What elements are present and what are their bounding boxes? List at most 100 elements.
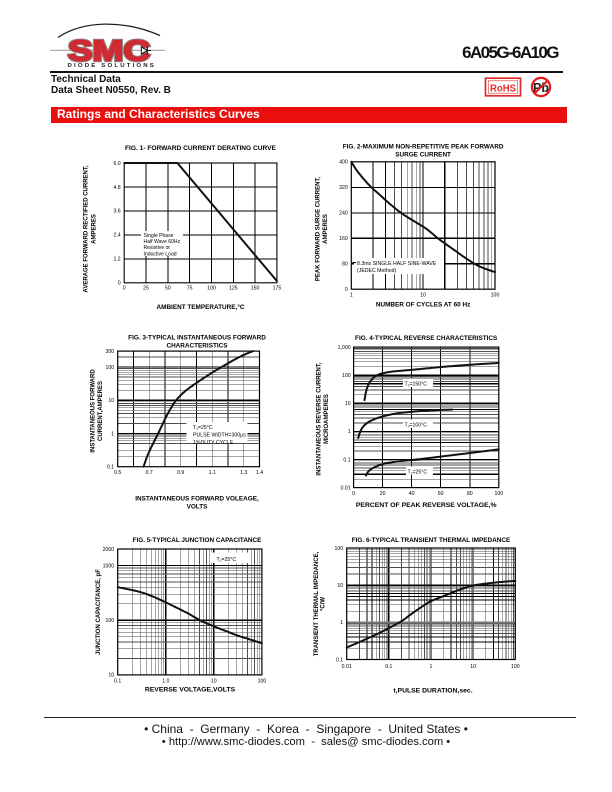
svg-text:300: 300: [106, 349, 115, 355]
svg-text:INSTANTANEOUS REVERSE CURRENT,: INSTANTANEOUS REVERSE CURRENT,: [317, 362, 323, 475]
svg-text:Half Wave 60Hz: Half Wave 60Hz: [144, 239, 181, 245]
svg-text:100: 100: [494, 491, 503, 497]
svg-text:TJ=25°C: TJ=25°C: [408, 470, 428, 476]
svg-text:NUMBER OF CYCLES AT 60 Hz: NUMBER OF CYCLES AT 60 Hz: [376, 302, 470, 309]
svg-text:4.8: 4.8: [113, 185, 120, 191]
svg-text:0.1: 0.1: [107, 465, 114, 471]
svg-text:10: 10: [345, 401, 351, 407]
svg-text:INSTANTANEOUS FORWARD: INSTANTANEOUS FORWARD: [91, 369, 97, 453]
svg-text:DIODE SOLUTIONS: DIODE SOLUTIONS: [68, 63, 157, 69]
svg-text:AMPERES: AMPERES: [323, 214, 329, 244]
svg-text:FIG. 1- FORWARD CURRENT DERATI: FIG. 1- FORWARD CURRENT DERATING CURVE: [125, 145, 277, 152]
svg-text:TJ=100°C: TJ=100°C: [405, 423, 428, 429]
svg-text:Resistive or: Resistive or: [144, 245, 171, 251]
svg-text:1.0: 1.0: [162, 679, 169, 685]
svg-text:RoHS: RoHS: [490, 83, 516, 95]
svg-text:0.1: 0.1: [114, 679, 121, 685]
svg-text:AVERAGE FORWARD RECTIFIED CURR: AVERAGE FORWARD RECTIFIED CURRENT,: [84, 165, 90, 292]
svg-text:10: 10: [108, 398, 114, 404]
svg-text:125: 125: [229, 286, 238, 292]
svg-text:20: 20: [380, 491, 386, 497]
svg-text:SMC: SMC: [68, 36, 150, 68]
svg-text:PERCENT OF PEAK REVERSE VOLTAG: PERCENT OF PEAK REVERSE VOLTAGE,%: [356, 502, 497, 509]
svg-text:1.3: 1.3: [240, 470, 247, 476]
svg-text:80: 80: [467, 491, 473, 497]
svg-text:100: 100: [491, 293, 500, 299]
svg-text:CURRENT,AMPERES: CURRENT,AMPERES: [98, 381, 104, 441]
svg-text:10: 10: [470, 664, 476, 670]
svg-text:1: 1: [111, 431, 114, 437]
svg-text:0.1: 0.1: [385, 664, 392, 670]
svg-text:0.5: 0.5: [114, 470, 121, 476]
svg-text:75: 75: [187, 286, 193, 292]
svg-text:(JEDEC Method): (JEDEC Method): [357, 268, 396, 274]
svg-text:10: 10: [108, 673, 114, 679]
svg-text:MICROAMPERES: MICROAMPERES: [324, 394, 330, 444]
svg-text:400: 400: [339, 160, 348, 166]
svg-text:25: 25: [143, 286, 149, 292]
svg-text:1: 1: [348, 429, 351, 435]
svg-text:SURGE CURRENT: SURGE CURRENT: [395, 152, 451, 159]
svg-text:100: 100: [106, 365, 115, 371]
svg-text:1000: 1000: [103, 563, 115, 569]
svg-text:Inductive Load: Inductive Load: [144, 251, 177, 257]
svg-text:INSTANTANEOUS FORWARD VOLEAGE,: INSTANTANEOUS FORWARD VOLEAGE,: [135, 496, 259, 503]
svg-text:100: 100: [335, 546, 344, 552]
svg-text:AMPERES: AMPERES: [92, 214, 98, 244]
svg-text:Single Phase: Single Phase: [144, 233, 174, 239]
svg-text:1.2: 1.2: [113, 257, 120, 263]
svg-text:1.1: 1.1: [209, 470, 216, 476]
svg-text:1: 1: [350, 293, 353, 299]
svg-text:JUNCTION CAPACITANCE, pF: JUNCTION CAPACITANCE, pF: [96, 569, 102, 655]
svg-text:TJ=25°C: TJ=25°C: [193, 425, 213, 431]
svg-text:160: 160: [339, 236, 348, 242]
svg-text:1.4: 1.4: [256, 470, 263, 476]
svg-text:0.7: 0.7: [146, 470, 153, 476]
svg-text:3.6: 3.6: [113, 209, 120, 215]
svg-text:CHARACTERISTICS: CHARACTERISTICS: [166, 342, 228, 349]
svg-text:0: 0: [118, 281, 121, 287]
svg-text:FIG. 4-TYPICAL REVERSE CHARACT: FIG. 4-TYPICAL REVERSE CHARACTERISTICS: [355, 335, 498, 342]
svg-text:FIG. 3-TYPICAL INSTANTANEOUS F: FIG. 3-TYPICAL INSTANTANEOUS FORWARD: [128, 334, 266, 341]
svg-text:TJ=25°C: TJ=25°C: [217, 557, 237, 563]
svg-text:60: 60: [438, 491, 444, 497]
svg-text:0: 0: [352, 491, 355, 497]
svg-text:0.9: 0.9: [177, 470, 184, 476]
svg-text:FIG. 5-TYPICAL JUNCTION CAPACI: FIG. 5-TYPICAL JUNCTION CAPACITANCE: [133, 537, 263, 544]
svg-text:150: 150: [251, 286, 260, 292]
svg-text:175: 175: [273, 286, 282, 292]
svg-text:REVERSE VOLTAGE,VOLTS: REVERSE VOLTAGE,VOLTS: [145, 687, 236, 694]
svg-text:10: 10: [211, 679, 217, 685]
svg-text:PEAK FORWARD SURGE CURRENT,: PEAK FORWARD SURGE CURRENT,: [316, 177, 322, 282]
svg-text:PULSE WIDTH=300μs: PULSE WIDTH=300μs: [193, 433, 246, 439]
svg-text:6.0: 6.0: [113, 161, 120, 167]
svg-text:SMC: SMC: [68, 36, 150, 68]
svg-text:0.1: 0.1: [336, 657, 343, 663]
svg-text:AMBIENT TEMPERATURE,°C: AMBIENT TEMPERATURE,°C: [157, 303, 245, 311]
svg-text:100: 100: [207, 286, 216, 292]
svg-text:0.01: 0.01: [342, 664, 352, 670]
svg-text:8.3ms SINGLE HALF SINE-WAVE: 8.3ms SINGLE HALF SINE-WAVE: [357, 261, 437, 267]
svg-text:TRANSIENT THERMAL IMPEDANCE,: TRANSIENT THERMAL IMPEDANCE,: [314, 551, 320, 656]
svg-text:0: 0: [345, 287, 348, 293]
svg-text:80: 80: [342, 262, 348, 268]
svg-text:FIG. 6-TYPICAL TRANSIENT THERM: FIG. 6-TYPICAL TRANSIENT THERMAL IMPEDAN…: [352, 537, 511, 544]
svg-text:2000: 2000: [103, 547, 115, 553]
svg-text:100: 100: [258, 679, 267, 685]
svg-text:°C/W: °C/W: [321, 597, 327, 611]
svg-text:t,PULSE DURATION,sec.: t,PULSE DURATION,sec.: [393, 688, 472, 695]
svg-text:10: 10: [337, 583, 343, 589]
svg-text:40: 40: [409, 491, 415, 497]
svg-text:FIG. 2-MAXIMUM NON-REPETITIVE: FIG. 2-MAXIMUM NON-REPETITIVE PEAK FORWA…: [343, 144, 504, 151]
svg-text:50: 50: [165, 286, 171, 292]
svg-text:1,000: 1,000: [338, 345, 351, 351]
svg-text:100: 100: [342, 373, 351, 379]
svg-text:0.01: 0.01: [340, 485, 350, 491]
svg-text:VOLTS: VOLTS: [187, 504, 209, 511]
svg-text:1%DUTY CYCLE: 1%DUTY CYCLE: [193, 440, 234, 446]
svg-text:320: 320: [339, 185, 348, 191]
svg-text:2.4: 2.4: [113, 233, 120, 239]
svg-text:0: 0: [123, 286, 126, 292]
svg-text:1: 1: [340, 620, 343, 626]
svg-text:0.1: 0.1: [343, 457, 350, 463]
